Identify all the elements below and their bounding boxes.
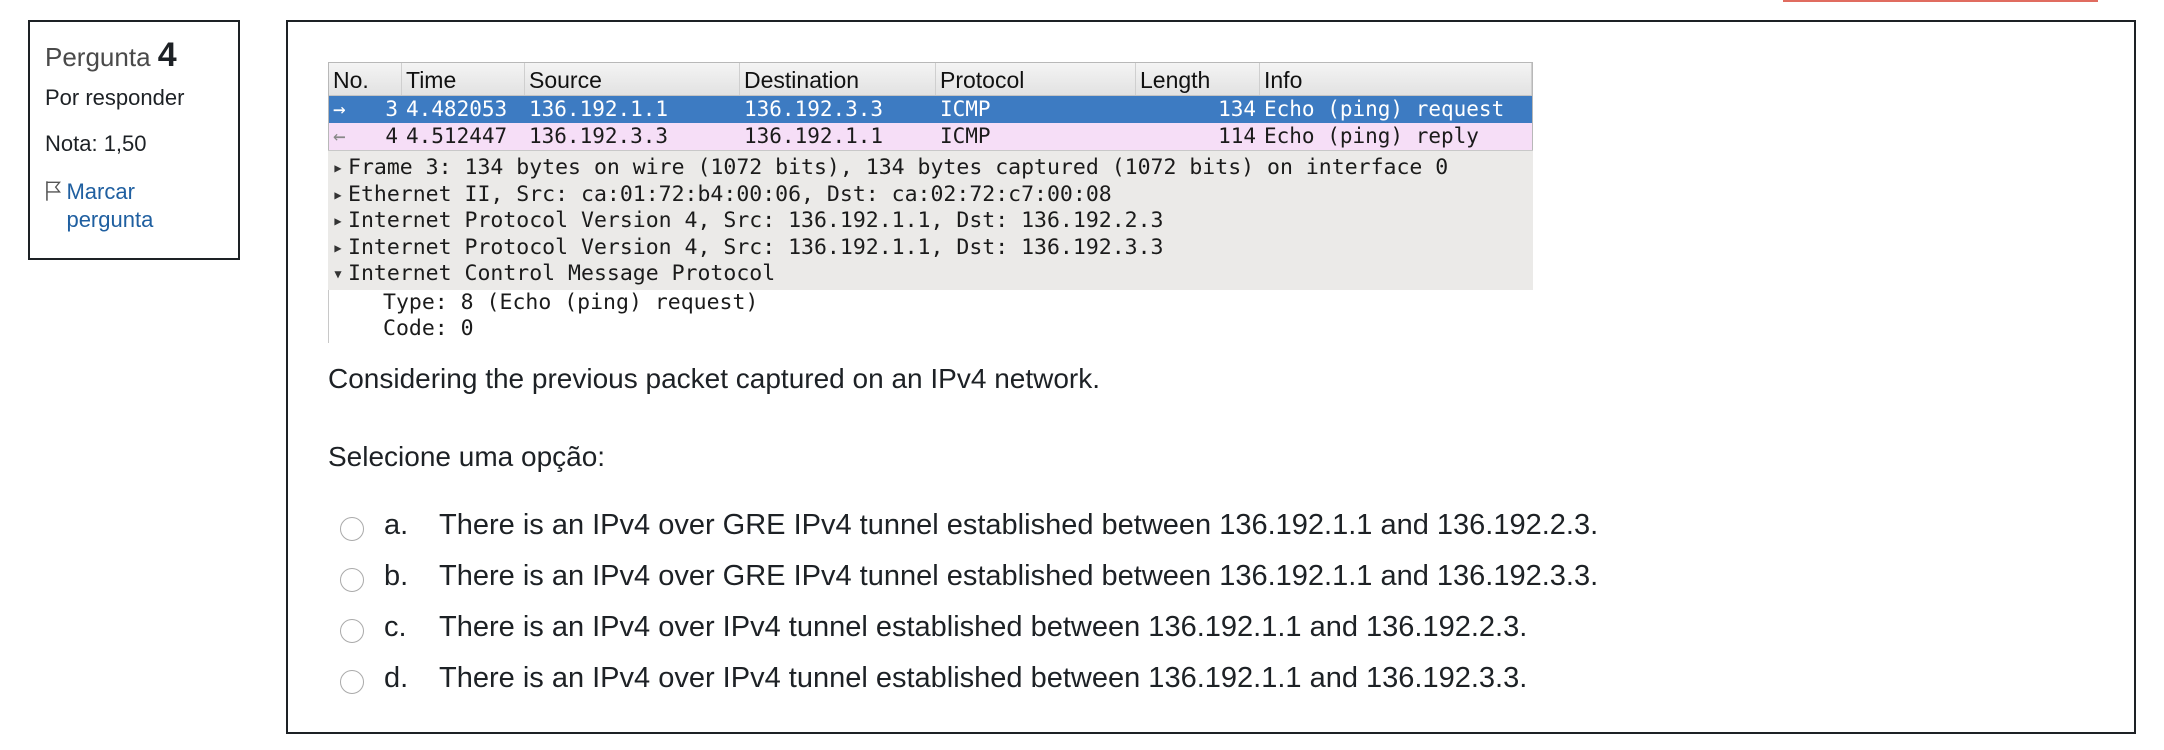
answer-option-d[interactable]: d. There is an IPv4 over IPv4 tunnel est… — [340, 653, 1598, 704]
packet-source: 136.192.3.3 — [529, 124, 669, 148]
expand-triangle-icon: ▶ — [334, 187, 342, 202]
option-letter: c. — [384, 611, 407, 643]
packet-capture-image: No. Time Source Destination Protocol Len… — [328, 62, 1533, 343]
question-number: 4 — [157, 36, 177, 74]
packet-row: ← 4 4.512447 136.192.3.3 136.192.1.1 ICM… — [329, 123, 1532, 150]
flag-icon — [46, 181, 61, 201]
option-letter: d. — [384, 662, 409, 694]
packet-row: → 3 4.482053 136.192.1.1 136.192.3.3 ICM… — [329, 96, 1532, 123]
flag-question-label: Marcar pergunta — [66, 179, 154, 232]
column-protocol: Protocol — [936, 63, 1136, 95]
packet-length: 114 — [1218, 124, 1256, 148]
packet-info: Echo (ping) request — [1264, 97, 1505, 121]
option-letter: a. — [384, 509, 409, 541]
column-source: Source — [525, 63, 740, 95]
detail-line: ▶ Internet Protocol Version 4, Src: 136.1… — [328, 208, 1533, 235]
radio-button[interactable] — [340, 516, 364, 541]
packet-time: 4.482053 — [406, 97, 508, 121]
question-text: Considering the previous packet captured… — [328, 363, 1101, 394]
packet-destination: 136.192.1.1 — [744, 124, 884, 148]
question-grade: Nota: 1,50 — [45, 131, 147, 156]
detail-line: ▼ Internet Control Message Protocol — [328, 261, 1533, 288]
packet-length: 134 — [1218, 97, 1256, 121]
detail-sub-line: Type: 8 (Echo (ping) request) — [383, 289, 759, 315]
packet-protocol: ICMP — [940, 97, 991, 121]
radio-button[interactable] — [340, 669, 364, 694]
arrow-left-icon: ← — [333, 124, 346, 148]
packet-info: Echo (ping) reply — [1264, 124, 1479, 148]
column-length: Length — [1136, 63, 1260, 95]
question-title: Pergunta 4 — [45, 38, 223, 74]
option-text: There is an IPv4 over IPv4 tunnel establ… — [439, 611, 1528, 643]
column-info: Info — [1260, 63, 1532, 95]
column-no: No. — [329, 63, 402, 95]
packet-list-header: No. Time Source Destination Protocol Len… — [329, 63, 1532, 96]
top-right-box — [1783, 0, 2098, 2]
detail-line: ▶ Frame 3: 134 bytes on wire (1072 bits),… — [328, 155, 1533, 182]
column-destination: Destination — [740, 63, 936, 95]
packet-source: 136.192.1.1 — [529, 97, 669, 121]
option-text: There is an IPv4 over GRE IPv4 tunnel es… — [439, 560, 1599, 592]
packet-time: 4.512447 — [406, 124, 508, 148]
question-status: Por responder — [45, 85, 185, 110]
answer-option-c[interactable]: c. There is an IPv4 over IPv4 tunnel est… — [340, 602, 1598, 653]
radio-button[interactable] — [340, 618, 364, 643]
answer-prompt: Selecione uma opção: — [328, 441, 606, 472]
detail-line: ▶ Ethernet II, Src: ca:01:72:b4:00:06, Ds… — [328, 182, 1533, 209]
collapse-triangle-icon: ▼ — [334, 267, 342, 281]
answer-options: a. There is an IPv4 over GRE IPv4 tunnel… — [340, 500, 1598, 704]
expand-triangle-icon: ▶ — [334, 214, 342, 228]
flag-question-link[interactable]: Marcar pergunta — [45, 178, 223, 234]
packet-protocol: ICMP — [940, 124, 991, 148]
packet-list: No. Time Source Destination Protocol Len… — [328, 62, 1533, 150]
packet-no: 3 — [385, 97, 398, 121]
question-info-panel: Pergunta 4 Por responder Nota: 1,50 Marc… — [28, 20, 240, 260]
option-text: There is an IPv4 over IPv4 tunnel establ… — [439, 662, 1528, 694]
arrow-right-icon: → — [333, 97, 346, 121]
detail-line: ▶ Internet Protocol Version 4, Src: 136.1… — [328, 235, 1533, 262]
packet-destination: 136.192.3.3 — [744, 97, 884, 121]
packet-details: ▶ Frame 3: 134 bytes on wire (1072 bits),… — [328, 150, 1533, 290]
radio-button[interactable] — [340, 567, 364, 592]
column-time: Time — [402, 63, 525, 95]
icmp-sub-details: Type: 8 (Echo (ping) request) Code: 0 — [328, 289, 1533, 343]
detail-sub-line: Code: 0 — [383, 316, 474, 341]
answer-option-b[interactable]: b. There is an IPv4 over GRE IPv4 tunnel… — [340, 551, 1598, 602]
question-title-prefix: Pergunta — [45, 42, 151, 72]
packet-no: 4 — [385, 124, 398, 148]
option-letter: b. — [384, 560, 409, 592]
expand-triangle-icon: ▶ — [334, 161, 342, 175]
option-text: There is an IPv4 over GRE IPv4 tunnel es… — [439, 509, 1599, 541]
answer-option-a[interactable]: a. There is an IPv4 over GRE IPv4 tunnel… — [340, 500, 1598, 551]
expand-triangle-icon: ▶ — [334, 240, 342, 255]
question-content-box — [286, 20, 2136, 734]
